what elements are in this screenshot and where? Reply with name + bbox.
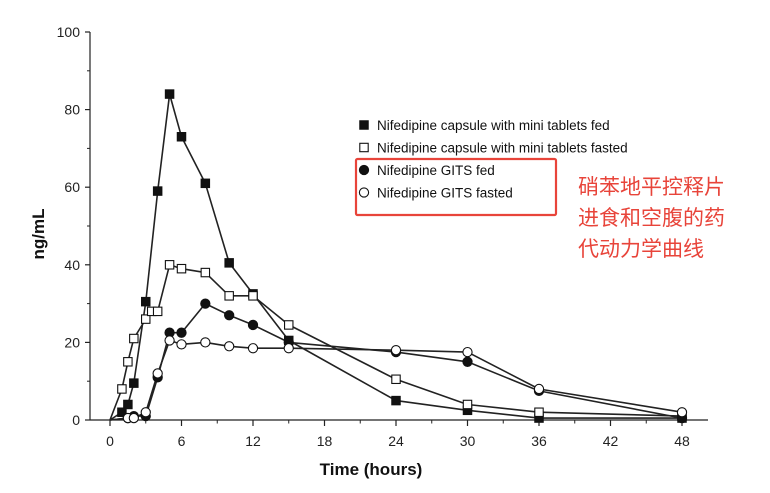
y-tick-label: 80 xyxy=(64,102,80,118)
annotation-line-3: 代动力学曲线 xyxy=(578,237,704,261)
series-1-point xyxy=(164,89,175,99)
legend-label-2: Nifedipine capsule with mini tablets fas… xyxy=(377,141,628,156)
x-tick-label: 18 xyxy=(317,433,333,449)
y-tick-label: 60 xyxy=(64,179,80,195)
legend: Nifedipine capsule with mini tablets fed… xyxy=(358,118,628,201)
series-2-point xyxy=(391,374,401,385)
x-tick-label: 42 xyxy=(603,433,619,449)
series-2-point xyxy=(164,260,175,270)
x-tick-label: 36 xyxy=(531,433,547,449)
series-2-point xyxy=(248,291,258,301)
series-2-point xyxy=(152,306,163,317)
series-4-point xyxy=(152,368,163,379)
series-4-point xyxy=(140,407,151,418)
legend-marker-2 xyxy=(359,142,369,153)
annotation-line-1: 硝苯地平控释片 xyxy=(578,175,725,199)
series-4-point xyxy=(164,335,175,346)
x-tick-label: 6 xyxy=(178,433,186,449)
series-4-point xyxy=(283,343,294,354)
series-4-point xyxy=(128,412,139,424)
legend-label-4: Nifedipine GITS fasted xyxy=(377,186,513,201)
y-tick-label: 20 xyxy=(64,334,80,350)
x-axis-title: Time (hours) xyxy=(320,460,423,479)
series-4-point xyxy=(462,346,473,358)
series-1-point xyxy=(141,296,151,307)
series-4-point xyxy=(224,341,235,352)
series-4-point xyxy=(176,339,187,350)
series-2-point xyxy=(123,357,133,367)
x-tick-label: 12 xyxy=(245,433,261,449)
legend-marker-3 xyxy=(358,164,370,176)
series-1-line xyxy=(109,93,682,421)
highlight-box xyxy=(354,157,558,217)
series-3-point xyxy=(224,310,235,321)
series-2-point xyxy=(141,314,151,324)
series-markers xyxy=(117,89,688,424)
y-axis-title: ng/mL xyxy=(29,209,48,260)
y-tick-label: 100 xyxy=(57,24,81,40)
legend-label-1: Nifedipine capsule with mini tablets fed xyxy=(377,118,610,133)
series-2-point xyxy=(283,320,294,330)
series-1-point xyxy=(152,186,163,196)
y-tick-label: 40 xyxy=(64,257,80,273)
series-1-point xyxy=(224,258,234,268)
annotation-line-2: 进食和空腹的药 xyxy=(578,206,725,230)
x-tick-label: 30 xyxy=(460,433,476,449)
series-4-point xyxy=(200,337,211,348)
series-1-point xyxy=(200,178,211,189)
x-tick-label: 0 xyxy=(106,433,114,449)
axes: 0 6 12 18 24 30 36 42 48 0 20 40 60 80 100 xyxy=(57,24,708,449)
series-1-point xyxy=(123,399,133,410)
series-1-point xyxy=(129,378,139,388)
series-1-point xyxy=(176,132,187,142)
series-2-point xyxy=(462,399,473,410)
series-1-point xyxy=(117,407,127,417)
series-3-point xyxy=(247,319,259,331)
series-2-point xyxy=(224,291,234,301)
series-2-point xyxy=(200,267,211,278)
x-tick-label: 24 xyxy=(388,433,404,449)
series-2-point xyxy=(129,333,139,344)
legend-label-3: Nifedipine GITS fed xyxy=(377,163,495,178)
legend-marker-1 xyxy=(359,120,369,130)
series-3-point xyxy=(200,298,211,309)
series-2-point xyxy=(534,407,544,417)
series-2-point xyxy=(176,263,187,274)
x-tick-label: 48 xyxy=(674,433,690,449)
series-4-point xyxy=(390,345,402,356)
y-tick-label: 0 xyxy=(72,412,80,428)
series-4-point xyxy=(533,383,545,395)
series-2-point xyxy=(117,384,127,394)
series-4-point xyxy=(676,407,688,418)
legend-marker-4 xyxy=(358,187,370,198)
series-3-point xyxy=(462,356,473,367)
series-3-point xyxy=(176,327,187,338)
series-1-point xyxy=(391,395,401,406)
series-4-point xyxy=(247,343,259,354)
